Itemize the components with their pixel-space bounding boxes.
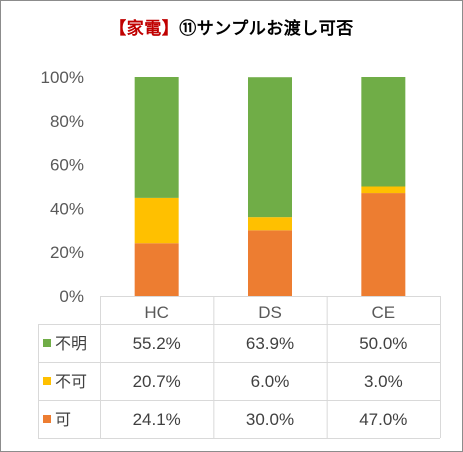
data-label: 55.2% xyxy=(133,334,181,353)
y-tick-label: 60% xyxy=(50,156,84,175)
chart-title-text: ⑪サンプルお渡し可否 xyxy=(179,19,354,39)
data-label: 63.9% xyxy=(246,334,294,353)
bar-ce-2 xyxy=(361,77,406,187)
data-label: 47.0% xyxy=(359,410,407,429)
y-tick-label: 100% xyxy=(41,68,84,87)
legend-label: 不可 xyxy=(55,372,87,391)
y-tick-label: 40% xyxy=(50,199,84,218)
bar-ds-0 xyxy=(248,230,292,296)
y-tick-label: 0% xyxy=(59,287,84,306)
bar-ce-0 xyxy=(361,193,406,296)
bar-hc-1 xyxy=(134,197,179,244)
legend-label: 不明 xyxy=(55,334,87,353)
legend-key xyxy=(43,377,51,385)
chart-title: 【家電】⑪サンプルお渡し可否 xyxy=(0,14,463,39)
bar-ds-2 xyxy=(248,77,292,218)
data-label: 6.0% xyxy=(251,372,290,391)
bar-hc-2 xyxy=(134,77,179,198)
category-label: DS xyxy=(258,303,282,322)
legend-key xyxy=(43,415,51,423)
y-tick-label: 80% xyxy=(50,112,84,131)
legend-key xyxy=(43,339,51,347)
category-label: HC xyxy=(144,303,169,322)
y-tick-label: 20% xyxy=(50,243,84,262)
data-label: 50.0% xyxy=(359,334,407,353)
bar-ce-1 xyxy=(361,186,406,194)
legend-label: 可 xyxy=(55,410,71,429)
bar-ds-1 xyxy=(248,217,292,231)
bar-hc-0 xyxy=(134,243,179,296)
data-label: 24.1% xyxy=(133,410,181,429)
category-label: CE xyxy=(372,303,396,322)
chart-title-tag: 【家電】 xyxy=(109,19,180,39)
data-label: 20.7% xyxy=(133,372,181,391)
data-label: 3.0% xyxy=(364,372,403,391)
data-label: 30.0% xyxy=(246,410,294,429)
